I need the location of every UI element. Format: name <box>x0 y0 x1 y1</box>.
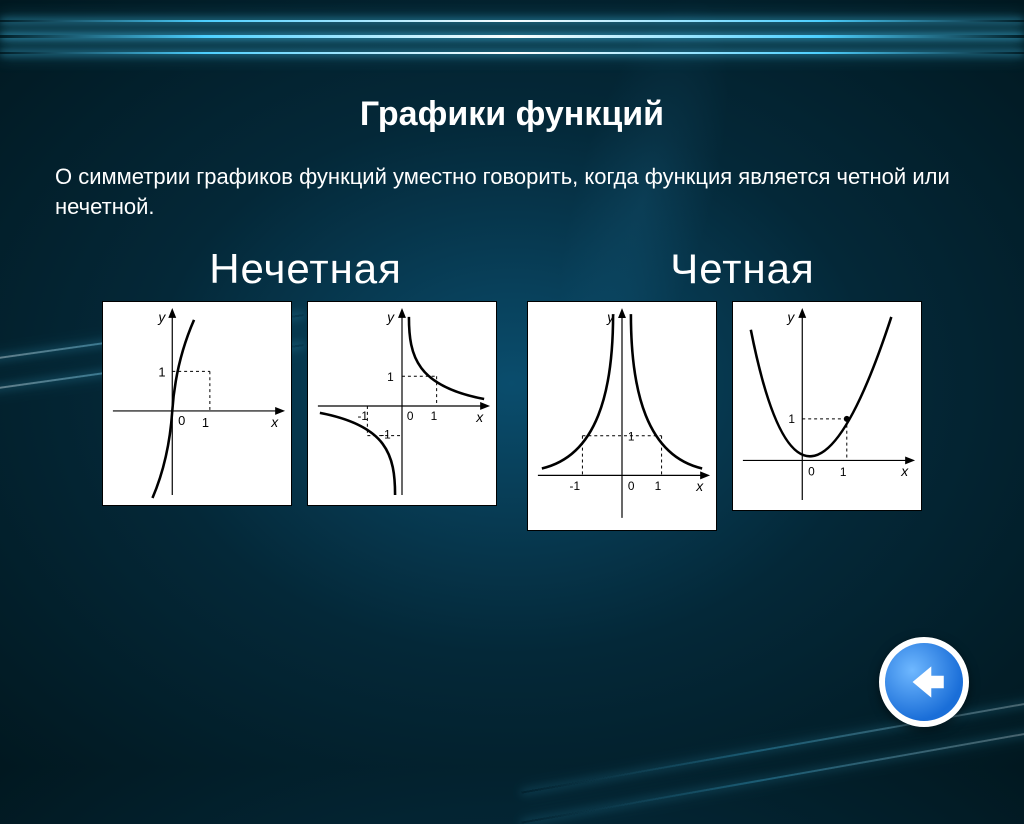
svg-text:1: 1 <box>655 480 662 494</box>
svg-text:1: 1 <box>788 412 795 426</box>
label-even: Четная <box>670 245 815 293</box>
graphs-row: y x 0 1 1 y x 0 1 <box>55 301 969 531</box>
svg-text:0: 0 <box>628 480 635 494</box>
svg-text:x: x <box>900 464 909 480</box>
svg-text:y: y <box>786 309 795 325</box>
slide-content: Графики функций О симметрии графиков фун… <box>0 0 1024 531</box>
graph-even-inverse-square: y x 0 1 1 -1 <box>527 301 717 531</box>
svg-text:1: 1 <box>387 371 394 385</box>
svg-text:x: x <box>475 409 484 425</box>
svg-text:x: x <box>695 479 704 495</box>
arrow-left-icon <box>898 656 950 708</box>
slide-title: Графики функций <box>55 95 969 134</box>
category-labels: Нечетная Четная <box>55 245 969 293</box>
graph-odd-cubic: y x 0 1 1 <box>102 301 292 506</box>
svg-text:y: y <box>157 309 166 325</box>
svg-text:1: 1 <box>158 365 165 380</box>
svg-text:0: 0 <box>407 409 414 423</box>
graph-even-parabola: y x 0 1 1 <box>732 301 922 511</box>
svg-text:1: 1 <box>202 415 209 430</box>
svg-text:1: 1 <box>431 409 438 423</box>
odd-graphs-group: y x 0 1 1 y x 0 1 <box>102 301 497 506</box>
label-odd: Нечетная <box>209 245 402 293</box>
svg-text:y: y <box>386 309 395 325</box>
svg-text:1: 1 <box>628 430 635 444</box>
slide-subtitle: О симметрии графиков функций уместно гов… <box>55 162 955 221</box>
svg-text:-1: -1 <box>357 409 368 423</box>
svg-text:x: x <box>270 414 279 430</box>
svg-text:-1: -1 <box>380 428 391 442</box>
svg-text:1: 1 <box>840 466 847 480</box>
svg-text:-1: -1 <box>570 480 581 494</box>
svg-text:0: 0 <box>808 465 815 479</box>
even-graphs-group: y x 0 1 1 -1 y <box>527 301 922 531</box>
back-button[interactable] <box>879 637 969 727</box>
graph-odd-reciprocal: y x 0 1 -1 1 -1 <box>307 301 497 506</box>
svg-text:0: 0 <box>178 413 185 428</box>
